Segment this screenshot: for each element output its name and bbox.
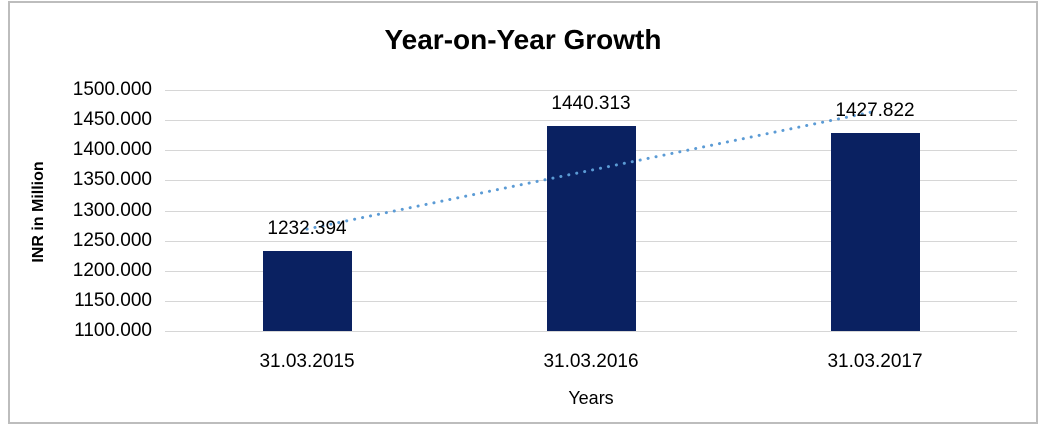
y-tick-label: 1350.000	[72, 169, 152, 190]
x-tick-label: 31.03.2017	[827, 351, 923, 372]
y-tick-label: 1300.000	[72, 200, 152, 221]
x-axis-title: Years	[568, 388, 614, 408]
bar-31.03.2017	[831, 133, 920, 331]
bar-data-label: 1440.313	[551, 93, 631, 114]
y-tick-label: 1150.000	[74, 290, 152, 311]
y-tick-label: 1200.000	[72, 260, 152, 281]
x-tick-label: 31.03.2016	[543, 351, 639, 372]
gridline	[165, 331, 1017, 332]
x-tick-label: 31.03.2015	[259, 351, 355, 372]
bar-data-label: 1232.394	[267, 218, 347, 239]
bar-31.03.2015	[263, 251, 352, 331]
y-tick-label: 1450.000	[72, 109, 152, 130]
y-tick-label: 1250.000	[72, 230, 152, 251]
gridline	[165, 90, 1017, 91]
y-tick-label: 1100.000	[74, 320, 152, 341]
bar-31.03.2016	[547, 126, 636, 331]
y-tick-label: 1400.000	[72, 139, 152, 160]
y-tick-label: 1500.000	[72, 79, 152, 100]
chart-title: Year-on-Year Growth	[384, 24, 662, 55]
bar-data-label: 1427.822	[835, 100, 915, 121]
